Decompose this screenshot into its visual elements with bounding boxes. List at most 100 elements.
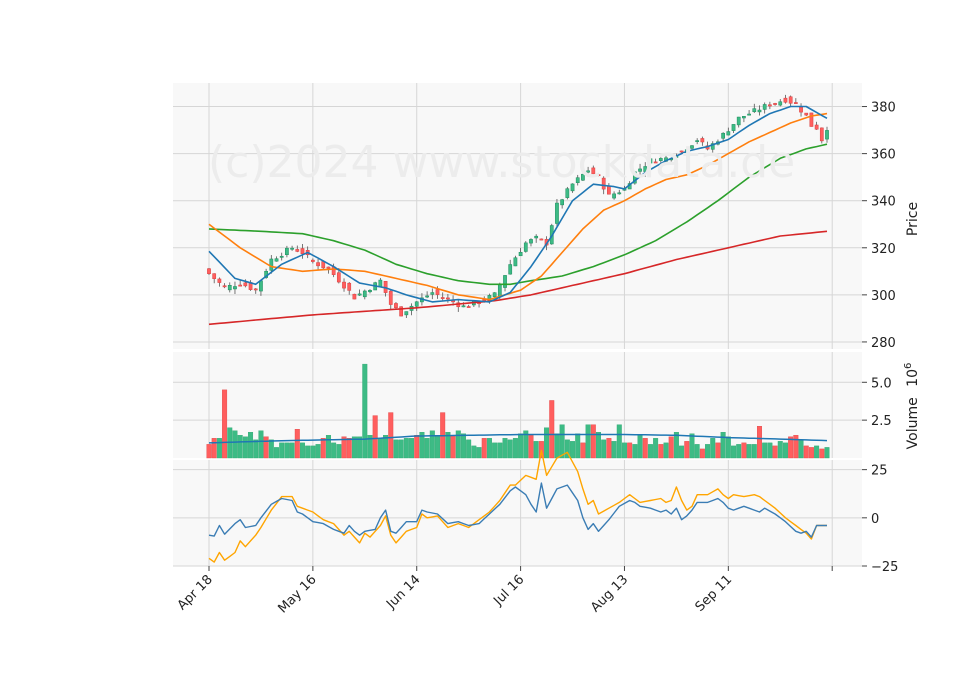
volume-bar-up xyxy=(679,445,685,459)
candle-down xyxy=(446,297,450,300)
candle-up xyxy=(529,239,533,244)
volume-bar-up xyxy=(455,430,461,459)
volume-bar-up xyxy=(299,442,305,459)
volume-bar-up xyxy=(383,435,389,459)
candle-down xyxy=(596,174,601,177)
candle-down xyxy=(440,297,445,299)
x-tick-label: Aug 13 xyxy=(588,572,631,615)
price-ytick-label: 360 xyxy=(871,148,896,163)
candle-down xyxy=(300,248,305,255)
candle-down xyxy=(768,104,772,107)
candle-up xyxy=(575,177,580,183)
volume-bar-up xyxy=(305,445,311,459)
candle-down xyxy=(243,282,248,287)
volume-bar-up xyxy=(512,438,518,459)
volume-bar-up xyxy=(507,439,513,459)
volume-bar-up xyxy=(559,424,565,459)
candle-up xyxy=(565,188,570,198)
volume-bar-down xyxy=(793,435,799,459)
volume-bar-up xyxy=(336,444,342,459)
candle-down xyxy=(601,177,606,190)
candle-up xyxy=(690,145,694,149)
volume-bar-up xyxy=(564,439,570,459)
volume-bar-up xyxy=(570,441,576,459)
volume-bar-up xyxy=(274,447,279,459)
volume-bar-up xyxy=(268,439,274,459)
candle-up xyxy=(430,292,435,295)
candle-up xyxy=(274,258,279,262)
candle-up xyxy=(461,305,466,308)
candle-down xyxy=(347,282,352,291)
oscillator-ytick-label: 25 xyxy=(871,464,888,479)
price-ytick-label: 320 xyxy=(871,242,896,257)
candle-up xyxy=(825,130,829,140)
candle-up xyxy=(757,109,762,113)
volume-bar-up xyxy=(310,445,316,459)
volume-bar-up xyxy=(242,436,248,459)
volume-bar-up xyxy=(637,435,643,459)
volume-axis-exponent-base: 10 xyxy=(905,369,921,387)
volume-bar-up xyxy=(419,432,425,459)
candle-down xyxy=(793,102,798,104)
candle-up xyxy=(425,295,429,298)
x-tick-label: Jul 16 xyxy=(490,572,527,609)
volume-bar-up xyxy=(575,433,581,459)
price-background xyxy=(173,83,862,349)
oscillator-orange-line xyxy=(208,449,827,563)
volume-bar-up xyxy=(424,438,430,459)
candle-up xyxy=(726,131,731,136)
candle-up xyxy=(290,247,294,250)
volume-panel: 2.5 5.0 xyxy=(173,352,892,459)
candle-down xyxy=(217,278,222,283)
volume-bar-up xyxy=(429,430,435,459)
candle-down xyxy=(814,124,819,130)
volume-bar-up xyxy=(393,439,399,459)
candle-up xyxy=(233,286,237,290)
candle-up xyxy=(508,264,513,275)
candle-down xyxy=(819,127,824,142)
volume-bar-up xyxy=(331,442,337,459)
volume-bar-up xyxy=(782,442,788,459)
ma200-line xyxy=(208,230,828,326)
volume-bar-down xyxy=(538,441,544,459)
volume-bar-up xyxy=(689,433,695,459)
candle-up xyxy=(492,292,497,298)
candle-down xyxy=(700,138,705,143)
volume-ytick-label: 2.5 xyxy=(871,414,892,429)
candle-down xyxy=(326,266,331,269)
volume-bar-up xyxy=(486,438,492,459)
volume-bar-down xyxy=(528,435,534,459)
x-tick-label: Sep 11 xyxy=(693,572,736,615)
candle-down xyxy=(783,97,788,103)
candle-up xyxy=(259,280,263,292)
volume-bar-up xyxy=(289,442,295,459)
volume-bar-down xyxy=(772,445,778,459)
candle-up xyxy=(617,192,622,195)
candle-up xyxy=(523,242,528,252)
candle-down xyxy=(653,161,658,164)
volume-bar-down xyxy=(715,442,721,459)
volume-bar-up xyxy=(720,432,726,459)
oscillator-ytick-label: −25 xyxy=(871,560,898,575)
volume-bar-up xyxy=(814,445,820,459)
candle-down xyxy=(788,96,793,104)
volume-bar-down xyxy=(341,436,347,459)
candle-up xyxy=(269,258,274,271)
volume-bar-down xyxy=(699,448,705,459)
price-ytick-label: 340 xyxy=(871,195,896,210)
candle-up xyxy=(560,199,565,206)
volume-bar-up xyxy=(248,432,254,459)
candle-up xyxy=(362,290,367,298)
volume-bar-down xyxy=(372,415,378,459)
volume-bar-up xyxy=(601,439,607,459)
price-ytick-label: 280 xyxy=(871,336,896,351)
volume-bar-up xyxy=(736,444,742,459)
volume-bar-up xyxy=(746,444,752,459)
oscillator-blue-line xyxy=(208,482,827,538)
oscillator-panel: −25 0 25 xyxy=(173,449,898,575)
volume-bar-up xyxy=(632,444,638,459)
candle-down xyxy=(311,259,315,262)
volume-bar-up xyxy=(621,442,627,459)
